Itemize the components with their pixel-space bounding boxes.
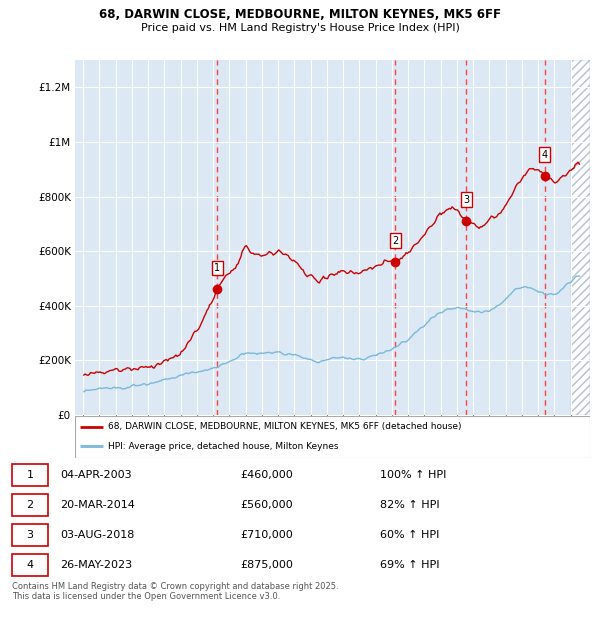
Text: 1: 1: [214, 263, 221, 273]
Text: 68, DARWIN CLOSE, MEDBOURNE, MILTON KEYNES, MK5 6FF: 68, DARWIN CLOSE, MEDBOURNE, MILTON KEYN…: [99, 7, 501, 20]
Text: 04-APR-2003: 04-APR-2003: [60, 470, 131, 480]
Text: 2: 2: [26, 500, 34, 510]
Text: 100% ↑ HPI: 100% ↑ HPI: [380, 470, 446, 480]
Text: 4: 4: [542, 149, 548, 160]
Text: HPI: Average price, detached house, Milton Keynes: HPI: Average price, detached house, Milt…: [109, 441, 339, 451]
Text: 3: 3: [26, 530, 34, 540]
Text: 20-MAR-2014: 20-MAR-2014: [60, 500, 135, 510]
Text: 68, DARWIN CLOSE, MEDBOURNE, MILTON KEYNES, MK5 6FF (detached house): 68, DARWIN CLOSE, MEDBOURNE, MILTON KEYN…: [109, 422, 462, 431]
Text: 60% ↑ HPI: 60% ↑ HPI: [380, 530, 439, 540]
Text: 3: 3: [463, 195, 469, 205]
Text: 4: 4: [26, 560, 34, 570]
Text: Price paid vs. HM Land Registry's House Price Index (HPI): Price paid vs. HM Land Registry's House …: [140, 23, 460, 33]
Text: 82% ↑ HPI: 82% ↑ HPI: [380, 500, 440, 510]
Text: £710,000: £710,000: [240, 530, 293, 540]
Text: £560,000: £560,000: [240, 500, 293, 510]
Text: 1: 1: [26, 470, 34, 480]
Text: £875,000: £875,000: [240, 560, 293, 570]
Text: £460,000: £460,000: [240, 470, 293, 480]
Text: 26-MAY-2023: 26-MAY-2023: [60, 560, 132, 570]
Bar: [571, 60, 590, 415]
Text: Contains HM Land Registry data © Crown copyright and database right 2025.
This d: Contains HM Land Registry data © Crown c…: [12, 582, 338, 601]
Text: 69% ↑ HPI: 69% ↑ HPI: [380, 560, 439, 570]
Text: 03-AUG-2018: 03-AUG-2018: [60, 530, 134, 540]
Text: 2: 2: [392, 236, 398, 246]
